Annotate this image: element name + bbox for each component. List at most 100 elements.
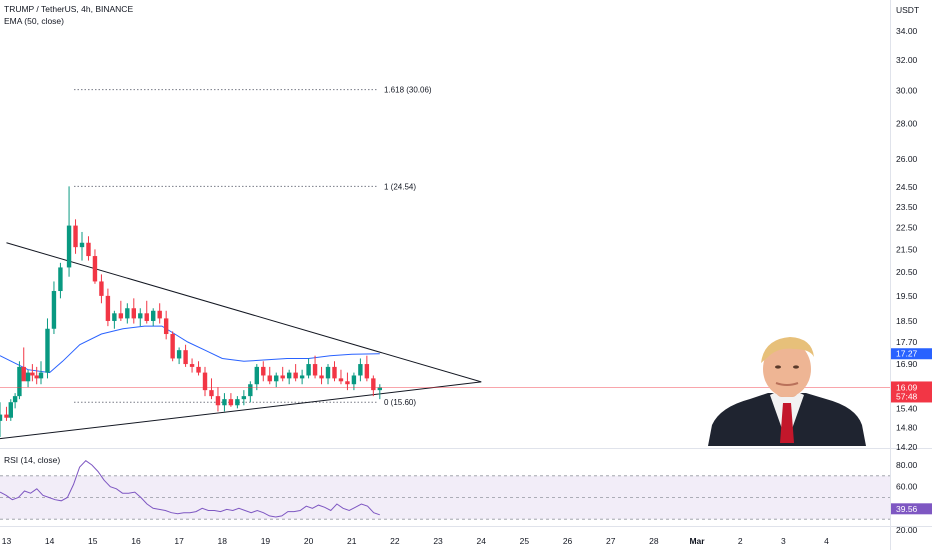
candle-body: [79, 242, 85, 248]
candle-body: [345, 381, 350, 385]
candle-body: [286, 372, 292, 379]
ema-price-tag-bg: [891, 348, 932, 360]
time-tick-label: 16: [131, 536, 141, 546]
candle-body: [312, 364, 318, 376]
candle-body: [45, 328, 50, 373]
candle-body: [170, 334, 175, 359]
candle-body: [25, 372, 31, 382]
candle-body: [371, 378, 376, 391]
candle-body: [0, 414, 3, 421]
candle-body: [144, 313, 149, 321]
time-tick-label: 3: [781, 536, 786, 546]
ema-price-tag: 17.27: [896, 349, 918, 359]
candle-body: [12, 396, 18, 403]
rsi-axis[interactable]: 80.00 60.00 20.00: [896, 460, 918, 535]
candle-body: [58, 267, 63, 292]
rsi-tick-label: 20.00: [896, 525, 918, 535]
ema-line: [0, 325, 380, 374]
candle-body: [241, 396, 247, 400]
candle-body: [131, 308, 136, 319]
price-tick-label: 19.50: [896, 291, 918, 301]
trendlines[interactable]: [0, 242, 482, 440]
price-tick-label: 24.50: [896, 182, 918, 192]
time-tick-label: 26: [563, 536, 573, 546]
chart-background: [0, 0, 890, 550]
time-tick-label: 27: [606, 536, 616, 546]
candle-body: [377, 387, 383, 391]
time-axis[interactable]: 13 14 15 16 17 18 19 20 21 22 23 24 25 26 27 28 Mar 2 3 4: [2, 536, 829, 546]
candle-body: [338, 378, 344, 382]
candle-body: [280, 375, 285, 379]
candle-body: [209, 390, 214, 397]
price-axis[interactable]: 34.00 32.00 30.00 28.00 26.00 24.50 23.50 22.50…: [896, 26, 918, 452]
candle-body: [21, 366, 26, 382]
ema-legend[interactable]: EMA (50, close): [4, 16, 64, 26]
time-tick-label: 4: [824, 536, 829, 546]
candle-body: [267, 375, 272, 382]
rsi-value-tag-bg: [891, 503, 932, 515]
trendline: [0, 381, 482, 440]
candle-body: [274, 375, 279, 382]
price-tick-label: 21.50: [896, 244, 918, 254]
rsi-legend[interactable]: RSI (14, close): [4, 455, 61, 465]
price-tick-label: 30.00: [896, 86, 918, 96]
price-tick-label: 15.40: [896, 403, 918, 413]
price-tick-label: 18.50: [896, 316, 918, 326]
time-tick-label: 15: [88, 536, 98, 546]
portrait-photo: [708, 333, 866, 446]
price-tick-label: 26.00: [896, 154, 918, 164]
time-tick-label: 18: [218, 536, 228, 546]
candle-body: [248, 384, 253, 397]
candle-body: [125, 308, 130, 319]
time-tick-label: 20: [304, 536, 314, 546]
candle-body: [66, 225, 72, 268]
candle-body: [34, 375, 39, 379]
last-price-tag-bg: [891, 381, 932, 403]
rsi-line-group: [0, 460, 380, 518]
rsi-value-tag: 39.56: [896, 504, 918, 514]
candle-body: [332, 366, 337, 379]
candle-body: [306, 364, 311, 376]
price-tick-label: 34.00: [896, 26, 918, 36]
fib-label: 0 (15.60): [384, 398, 416, 407]
price-tick-label: 22.50: [896, 223, 918, 233]
time-tick-label: 17: [174, 536, 184, 546]
candle-body: [51, 291, 57, 329]
time-tick-label: 23: [433, 536, 443, 546]
price-tick-label: 20.50: [896, 267, 918, 277]
candle-body: [4, 414, 9, 418]
candle-body: [86, 242, 91, 257]
symbol-legend[interactable]: TRUMP / TetherUS, 4h, BINANCE: [4, 4, 134, 14]
trendline: [6, 242, 482, 383]
candle-body: [151, 310, 156, 321]
last-price-tag: 16.09: [896, 382, 918, 392]
candle-body: [38, 372, 44, 379]
time-tick-label: 19: [261, 536, 271, 546]
candle-body: [222, 399, 227, 406]
candle-body: [364, 364, 370, 379]
candle-body: [215, 396, 221, 406]
time-tick-label: 13: [2, 536, 12, 546]
candle-body: [254, 366, 260, 385]
candle-body: [99, 281, 104, 296]
rsi-band-group: [0, 475, 890, 520]
time-tick-label: 21: [347, 536, 357, 546]
candle-body: [358, 364, 363, 376]
time-tick-label: 28: [649, 536, 659, 546]
time-tick-label: 14: [45, 536, 55, 546]
time-tick-label: 25: [520, 536, 530, 546]
candle-body: [112, 313, 117, 321]
price-tick-label: 23.50: [896, 202, 918, 212]
candle-body: [8, 402, 13, 418]
countdown-tag: 57:48: [896, 391, 918, 401]
candle-body: [105, 295, 111, 321]
candle-body: [73, 225, 78, 248]
rsi-line: [0, 460, 380, 518]
price-tick-label: 14.80: [896, 422, 918, 432]
candle-body: [138, 313, 143, 319]
candle-body: [118, 313, 124, 319]
currency-label[interactable]: USDT: [896, 5, 919, 15]
rsi-tick-label: 80.00: [896, 460, 918, 470]
